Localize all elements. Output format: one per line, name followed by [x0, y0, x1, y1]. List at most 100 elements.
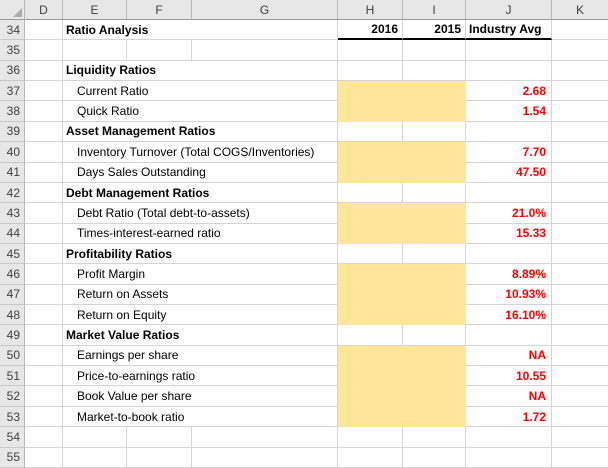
cell-E45-section-label[interactable]: Profitability Ratios — [63, 243, 338, 265]
cell-I42[interactable] — [403, 182, 466, 204]
cell-H53-input-2016[interactable] — [338, 406, 403, 428]
row-header-49[interactable]: 49 — [0, 325, 25, 346]
cell-J43-industry-value[interactable]: 21.0% — [466, 203, 552, 224]
row-header-45[interactable]: 45 — [0, 243, 25, 265]
cell-D50[interactable] — [25, 345, 63, 367]
cell-K47[interactable] — [552, 285, 608, 306]
cell-E43-ratio-label[interactable]: Debt Ratio (Total debt-to-assets) — [63, 203, 338, 224]
cell-D45[interactable] — [25, 243, 63, 265]
row-header-44[interactable]: 44 — [0, 223, 25, 244]
cell-K43[interactable] — [552, 203, 608, 224]
column-header-H[interactable]: H — [338, 0, 403, 20]
cell-E48-ratio-label[interactable]: Return on Equity — [63, 305, 338, 326]
row-header-34[interactable]: 34 — [0, 20, 25, 41]
cell-I49[interactable] — [403, 325, 466, 346]
cell-E50-ratio-label[interactable]: Earnings per share — [63, 345, 338, 367]
cell-K54[interactable] — [552, 427, 608, 448]
cell-H35[interactable] — [338, 40, 403, 61]
cell-J55[interactable] — [466, 447, 552, 468]
cell-H41-input-2016[interactable] — [338, 162, 403, 183]
cell-K53[interactable] — [552, 407, 608, 428]
cell-K44[interactable] — [552, 224, 608, 244]
column-header-F[interactable]: F — [127, 0, 192, 20]
row-header-52[interactable]: 52 — [0, 386, 25, 407]
cell-D37[interactable] — [25, 81, 63, 102]
cell-H38-input-2016[interactable] — [338, 101, 403, 122]
cell-D46[interactable] — [25, 264, 63, 285]
row-header-36[interactable]: 36 — [0, 60, 25, 82]
cell-I54[interactable] — [403, 427, 466, 448]
cell-K41[interactable] — [552, 163, 608, 183]
cell-K40[interactable] — [552, 142, 608, 163]
cell-J44-industry-value[interactable]: 15.33 — [466, 223, 552, 244]
cell-H49[interactable] — [338, 325, 403, 346]
cell-F35[interactable] — [127, 40, 192, 61]
cell-E42-section-label[interactable]: Debt Management Ratios — [63, 182, 338, 204]
cell-I34-year-2015[interactable]: 2015 — [403, 20, 466, 41]
cell-J51-industry-value[interactable]: 10.55 — [466, 366, 552, 387]
cell-E54[interactable] — [63, 427, 127, 448]
cell-D43[interactable] — [25, 203, 63, 224]
cell-E34-title[interactable]: Ratio Analysis — [63, 20, 338, 41]
cell-K45[interactable] — [552, 244, 608, 265]
cell-J37-industry-value[interactable]: 2.68 — [466, 81, 552, 102]
cell-E41-ratio-label[interactable]: Days Sales Outstanding — [63, 162, 338, 183]
cell-K48[interactable] — [552, 305, 608, 326]
cell-H34-year-2016[interactable]: 2016 — [338, 20, 403, 41]
cell-E40-ratio-label[interactable]: Inventory Turnover (Total COGS/Inventori… — [63, 142, 338, 163]
row-header-50[interactable]: 50 — [0, 345, 25, 367]
cell-E36-section-label[interactable]: Liquidity Ratios — [63, 60, 338, 82]
cell-I40-input-2015[interactable] — [403, 142, 466, 163]
cell-J45[interactable] — [466, 243, 552, 265]
row-header-38[interactable]: 38 — [0, 101, 25, 122]
row-header-48[interactable]: 48 — [0, 305, 25, 326]
cell-K34[interactable] — [552, 20, 608, 41]
cell-G54[interactable] — [192, 427, 338, 448]
cell-H45[interactable] — [338, 243, 403, 265]
cell-H46-input-2016[interactable] — [338, 264, 403, 285]
cell-I50-input-2015[interactable] — [403, 345, 466, 367]
cell-E37-ratio-label[interactable]: Current Ratio — [63, 81, 338, 102]
column-header-I[interactable]: I — [403, 0, 466, 20]
cell-I48-input-2015[interactable] — [403, 305, 466, 326]
row-header-37[interactable]: 37 — [0, 81, 25, 102]
cell-J40-industry-value[interactable]: 7.70 — [466, 142, 552, 163]
cell-J34-industry-avg[interactable]: Industry Avg — [466, 20, 552, 41]
row-header-40[interactable]: 40 — [0, 142, 25, 163]
cell-J39[interactable] — [466, 121, 552, 143]
cell-D51[interactable] — [25, 366, 63, 387]
cell-H50-input-2016[interactable] — [338, 345, 403, 367]
cell-D38[interactable] — [25, 101, 63, 122]
cell-I43-input-2015[interactable] — [403, 203, 466, 224]
cell-H40-input-2016[interactable] — [338, 142, 403, 163]
cell-E46-ratio-label[interactable]: Profit Margin — [63, 264, 338, 285]
cell-K46[interactable] — [552, 264, 608, 285]
cell-H36[interactable] — [338, 60, 403, 82]
cell-E53-ratio-label[interactable]: Market-to-book ratio — [63, 406, 338, 428]
row-header-53[interactable]: 53 — [0, 406, 25, 428]
cell-I44-input-2015[interactable] — [403, 223, 466, 244]
cell-D52[interactable] — [25, 386, 63, 407]
row-header-55[interactable]: 55 — [0, 447, 25, 468]
cell-I35[interactable] — [403, 40, 466, 61]
row-header-54[interactable]: 54 — [0, 427, 25, 448]
cell-H52-input-2016[interactable] — [338, 386, 403, 407]
cell-E38-ratio-label[interactable]: Quick Ratio — [63, 101, 338, 122]
cell-J47-industry-value[interactable]: 10.93% — [466, 284, 552, 306]
cell-E44-ratio-label[interactable]: Times-interest-earned ratio — [63, 223, 338, 244]
cell-I55[interactable] — [403, 447, 466, 468]
cell-J42[interactable] — [466, 182, 552, 204]
column-header-D[interactable]: D — [25, 0, 63, 20]
column-header-K[interactable]: K — [552, 0, 608, 20]
cell-F54[interactable] — [127, 427, 192, 448]
cell-G55[interactable] — [192, 447, 338, 468]
cell-H42[interactable] — [338, 182, 403, 204]
cell-D39[interactable] — [25, 121, 63, 143]
cell-K55[interactable] — [552, 448, 608, 468]
row-header-46[interactable]: 46 — [0, 264, 25, 285]
row-header-47[interactable]: 47 — [0, 284, 25, 306]
row-header-41[interactable]: 41 — [0, 162, 25, 183]
cell-J48-industry-value[interactable]: 16.10% — [466, 305, 552, 326]
cell-E51-ratio-label[interactable]: Price-to-earnings ratio — [63, 366, 338, 387]
column-header-G[interactable]: G — [192, 0, 338, 20]
